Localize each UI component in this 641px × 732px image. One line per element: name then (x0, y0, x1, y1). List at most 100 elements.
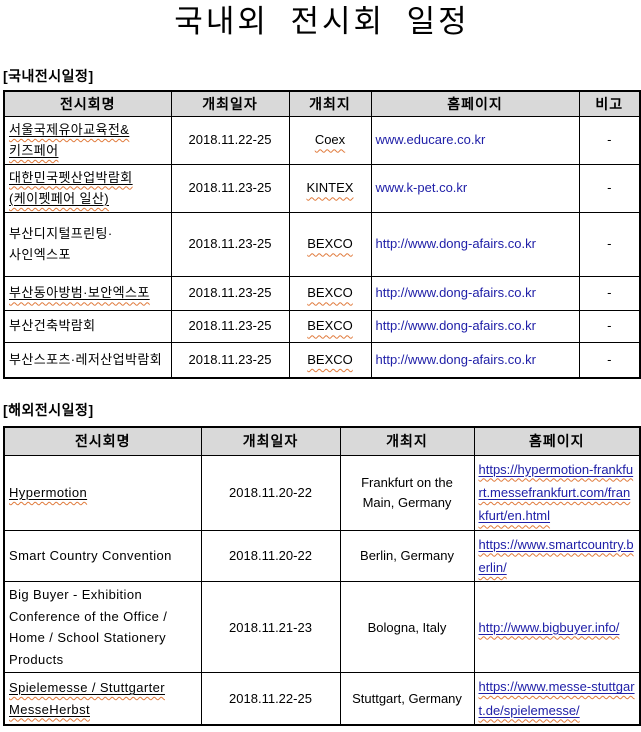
homepage-link[interactable]: www.k-pet.co.kr (376, 180, 468, 195)
column-header: 홈페이지 (370, 90, 580, 117)
column-header: 비고 (578, 90, 641, 117)
overseas-exhibitions-table: 전시회명 개최일자 개최지 홈페이지 Hypermotion 2018.11.20-22 F… (3, 426, 641, 726)
homepage-link[interactable]: http://www.bigbuyer.info/ (479, 620, 620, 635)
name-cell: 서울국제유아교육전& 키즈페어 (3, 115, 172, 165)
venue-cell: BEXCO (288, 275, 372, 311)
homepage-link[interactable]: http://www.dong-afairs.co.kr (376, 318, 536, 333)
homepage-link-text: https://www.smartcountry.berlin/ (478, 536, 634, 576)
column-header: 전시회명 (3, 90, 172, 117)
venue-text: Stuttgart, Germany (352, 690, 462, 706)
url-cell: www.educare.co.kr (370, 115, 580, 165)
homepage-link[interactable]: www.educare.co.kr (376, 132, 486, 147)
spellcheck-squiggle: https://www.smartcountry.berlin/ (479, 537, 634, 575)
section-label-overseas: [해외전시일정] (3, 402, 94, 418)
homepage-link[interactable]: http://www.dong-afairs.co.kr (376, 236, 536, 251)
table-row: Big Buyer - Exhibition Conference of the… (3, 581, 641, 674)
table-row: 부산스포츠·레저산업박람회 2018.11.23-25 BEXCO http://ww… (3, 341, 641, 379)
venue-text: BEXCO (307, 285, 353, 301)
homepage-link[interactable]: http://www.dong-afairs.co.kr (376, 352, 536, 367)
name-cell: Spielemesse / Stuttgarter MesseHerbst (3, 672, 202, 726)
venue-text: BEXCO (307, 352, 353, 367)
note-cell: - (578, 275, 641, 311)
spellcheck-squiggle: 대한민국펫산업박람회 (케이펫페어 일산) (9, 170, 133, 206)
table-row: 대한민국펫산업박람회 (케이펫페어 일산) 2018.11.23-25 KINTEX… (3, 163, 641, 213)
homepage-link[interactable]: https://www.messe-stuttgart.de/spielemes… (479, 679, 635, 717)
spellcheck-squiggle: Hypermotion (9, 485, 87, 500)
homepage-link[interactable]: https://hypermotion-frankfurt.messefrank… (479, 462, 634, 524)
spellcheck-squiggle: http://www.bigbuyer.info/ (479, 620, 620, 635)
exhibition-name: 부산스포츠·레저산업박람회 (9, 352, 163, 368)
date-cell: 2018.11.23-25 (170, 309, 290, 343)
name-cell: Big Buyer - Exhibition Conference of the… (3, 581, 202, 674)
url-cell: https://www.messe-stuttgart.de/spielemes… (473, 672, 641, 726)
spellcheck-squiggle: 부산동아방범·보안엑스포 (9, 285, 150, 300)
name-cell: 대한민국펫산업박람회 (케이펫페어 일산) (3, 163, 172, 213)
table-row: 부산디지털프린팅· 사인엑스포 2018.11.23-25 BEXCO http://… (3, 211, 641, 277)
homepage-link-text: http://www.dong-afairs.co.kr (375, 352, 536, 368)
venue-cell: BEXCO (288, 309, 372, 343)
note-cell: - (578, 115, 641, 165)
url-cell: www.k-pet.co.kr (370, 163, 580, 213)
venue-cell: BEXCO (288, 341, 372, 379)
date-cell: 2018.11.23-25 (170, 275, 290, 311)
homepage-link-text: http://www.dong-afairs.co.kr (375, 318, 536, 334)
column-header: 개최일자 (170, 90, 290, 117)
column-header: 개최일자 (200, 426, 341, 456)
url-cell: http://www.dong-afairs.co.kr (370, 211, 580, 277)
name-cell: 부산건축박람회 (3, 309, 172, 343)
url-cell: http://www.dong-afairs.co.kr (370, 341, 580, 379)
venue-cell: KINTEX (288, 163, 372, 213)
date-cell: 2018.11.20-22 (200, 454, 341, 531)
venue-cell: Frankfurt on the Main, Germany (339, 454, 475, 531)
name-cell: 부산동아방범·보안엑스포 (3, 275, 172, 311)
venue-cell: Bologna, Italy (339, 581, 475, 674)
exhibition-name: 서울국제유아교육전& 키즈페어 (9, 121, 130, 159)
venue-cell: Coex (288, 115, 372, 165)
venue-text: BEXCO (307, 318, 353, 334)
url-cell: https://hypermotion-frankfurt.messefrank… (473, 454, 641, 531)
exhibition-name: 부산동아방범·보안엑스포 (9, 285, 150, 301)
date-cell: 2018.11.23-25 (170, 341, 290, 379)
table-row: 부산건축박람회 2018.11.23-25 BEXCO http://www.dong… (3, 309, 641, 343)
spellcheck-squiggle: https://hypermotion-frankfurt.messefrank… (479, 462, 634, 524)
date-cell: 2018.11.21-23 (200, 581, 341, 674)
venue-cell: Stuttgart, Germany (339, 672, 475, 726)
venue-cell: Berlin, Germany (339, 529, 475, 583)
homepage-link-text: https://www.messe-stuttgart.de/spielemes… (478, 679, 635, 718)
url-cell: http://www.dong-afairs.co.kr (370, 275, 580, 311)
spellcheck-squiggle: 서울국제유아교육전& 키즈페어 (9, 122, 129, 158)
column-header: 개최지 (288, 90, 372, 117)
homepage-link-text: http://www.bigbuyer.info/ (478, 619, 620, 635)
domestic-header-row: 전시회명 개최일자 개최지 홈페이지 비고 (3, 90, 641, 117)
name-cell: 부산디지털프린팅· 사인엑스포 (3, 211, 172, 277)
date-cell: 2018.11.20-22 (200, 529, 341, 583)
venue-text: KINTEX (306, 180, 354, 196)
venue-text: Bologna, Italy (367, 619, 447, 635)
homepage-link-text: http://www.dong-afairs.co.kr (375, 236, 536, 252)
exhibition-name: Big Buyer - Exhibition Conference of the… (9, 587, 168, 667)
venue-text: Coex (314, 132, 346, 148)
homepage-link-text: www.educare.co.kr (375, 132, 486, 148)
homepage-link[interactable]: https://www.smartcountry.berlin/ (479, 537, 634, 575)
name-cell: 부산스포츠·레저산업박람회 (3, 341, 172, 379)
exhibition-name: Spielemesse / Stuttgarter MesseHerbst (9, 680, 165, 717)
document-page: 국내외 전시회 일정 [국내전시일정] 전시회명 개최일자 개최지 홈페이지 비고 서울국… (0, 3, 641, 732)
table-row: 부산동아방범·보안엑스포 2018.11.23-25 BEXCO http://www… (3, 275, 641, 311)
homepage-link-text: https://hypermotion-frankfurt.messefrank… (478, 461, 634, 524)
exhibition-name: 부산건축박람회 (9, 318, 96, 334)
column-header: 전시회명 (3, 426, 202, 456)
overseas-tbody: 전시회명 개최일자 개최지 홈페이지 Hypermotion 2018.11.20-22 F… (3, 426, 641, 726)
section-label-domestic: [국내전시일정] (3, 67, 94, 84)
exhibition-name: Smart Country Convention (9, 548, 172, 564)
name-cell: Smart Country Convention (3, 529, 202, 583)
homepage-link[interactable]: http://www.dong-afairs.co.kr (376, 285, 536, 300)
note-cell: - (578, 211, 641, 277)
column-header: 개최지 (339, 426, 475, 456)
table-row: Hypermotion 2018.11.20-22 Frankfurt on the… (3, 454, 641, 531)
exhibition-name: 대한민국펫산업박람회 (케이펫페어 일산) (9, 169, 133, 207)
exhibition-name: Hypermotion (9, 484, 88, 500)
note-cell: - (578, 309, 641, 343)
page-title: 국내외 전시회 일정 (174, 4, 470, 39)
